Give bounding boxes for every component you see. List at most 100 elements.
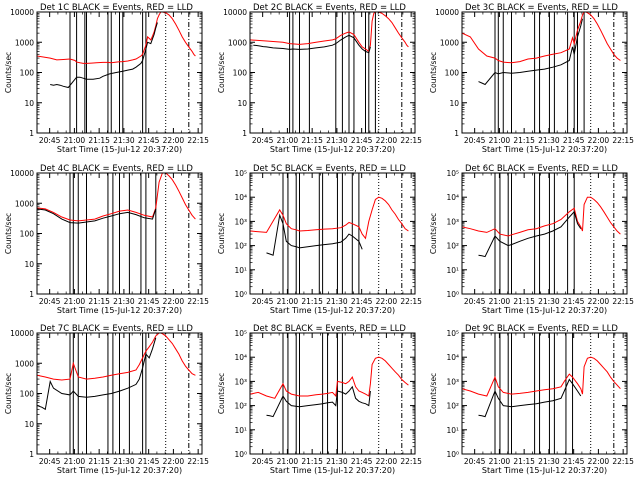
plot-area-det8 <box>250 333 409 454</box>
y-tick-label: 10² <box>446 402 459 411</box>
chart-panel-det3: Det 3C BLACK = Events, RED = LLD Counts/s… <box>429 3 634 154</box>
series-events-det6 <box>478 210 582 258</box>
y-axis-label-det9: Counts/sec <box>429 373 438 414</box>
x-tick-label: 22:15 <box>400 297 422 306</box>
x-tick-label: 22:15 <box>400 457 422 466</box>
plot-frame-det7 <box>36 332 203 455</box>
x-tick-label: 20:45 <box>252 457 274 466</box>
x-tick-label: 20:45 <box>39 457 61 466</box>
plot-area-det5 <box>250 173 409 294</box>
x-tick-label: 21:15 <box>88 136 110 145</box>
panel-title-det6: Det 6C BLACK = Events, RED = LLD <box>465 164 618 174</box>
y-tick-label: 10⁰ <box>234 290 247 299</box>
series-lld-det1 <box>37 12 196 64</box>
x-tick-label: 21:45 <box>351 297 373 306</box>
plot-frame-det3 <box>461 11 628 134</box>
y-axis-label-det8: Counts/sec <box>217 373 226 414</box>
x-axis-label-det4: Start Time (15-Jul-12 20:37:20) <box>57 306 182 315</box>
y-tick-label: 10² <box>446 242 459 251</box>
x-tick-label: 21:30 <box>326 457 348 466</box>
series-lld-det5 <box>250 196 409 240</box>
x-tick-label: 22:15 <box>400 136 422 145</box>
x-axis-label-det8: Start Time (15-Jul-12 20:37:20) <box>270 466 395 475</box>
y-tick-label: 10⁰ <box>234 450 247 459</box>
x-tick-label: 21:15 <box>513 136 535 145</box>
y-tick-label: 1000 <box>228 38 247 47</box>
x-tick-label: 22:00 <box>163 457 185 466</box>
y-axis-label-det4: Counts/sec <box>4 213 13 254</box>
x-tick-label: 21:15 <box>301 457 323 466</box>
y-tick-label: 10 <box>24 260 34 269</box>
x-tick-label: 22:00 <box>588 457 610 466</box>
x-tick-label: 20:45 <box>39 297 61 306</box>
x-tick-label: 21:00 <box>64 297 86 306</box>
x-axis-label-det5: Start Time (15-Jul-12 20:37:20) <box>270 306 395 315</box>
plot-area-det6 <box>462 173 621 294</box>
y-tick-label: 10⁴ <box>446 193 459 202</box>
plot-frame-det9 <box>461 332 628 455</box>
x-axis-label-det7: Start Time (15-Jul-12 20:37:20) <box>57 466 182 475</box>
x-axis-label-det9: Start Time (15-Jul-12 20:37:20) <box>482 466 607 475</box>
x-tick-label: 22:15 <box>187 297 209 306</box>
chart-panel-det4: Det 4C BLACK = Events, RED = LLD Counts/s… <box>4 164 209 315</box>
y-tick-label: 10³ <box>446 377 459 386</box>
plot-area-det1 <box>37 12 196 133</box>
chart-panel-det5: Det 5C BLACK = Events, RED = LLD Counts/s… <box>217 164 422 315</box>
panel-title-det9: Det 9C BLACK = Events, RED = LLD <box>465 324 618 334</box>
y-tick-label: 10 <box>24 420 34 429</box>
plot-area-det2 <box>250 12 409 133</box>
x-tick-label: 21:15 <box>513 297 535 306</box>
y-tick-label: 10⁵ <box>234 169 247 178</box>
panel-title-det4: Det 4C BLACK = Events, RED = LLD <box>40 164 193 174</box>
y-tick-label: 1000 <box>15 38 34 47</box>
y-tick-label: 10³ <box>234 217 247 226</box>
y-tick-label: 10⁵ <box>446 169 459 178</box>
x-tick-label: 22:00 <box>163 136 185 145</box>
x-tick-label: 21:30 <box>113 457 135 466</box>
x-tick-label: 22:15 <box>187 136 209 145</box>
y-tick-label: 100 <box>20 69 35 78</box>
y-tick-label: 10 <box>449 99 459 108</box>
series-events-det9 <box>478 378 582 418</box>
panel-title-det5: Det 5C BLACK = Events, RED = LLD <box>253 164 406 174</box>
x-tick-label: 21:00 <box>489 297 511 306</box>
y-tick-label: 10000 <box>10 169 34 178</box>
series-events-det4 <box>37 208 157 224</box>
plot-frame-det8 <box>249 332 416 455</box>
y-tick-label: 10¹ <box>446 426 459 435</box>
x-tick-label: 22:00 <box>588 297 610 306</box>
series-events-det8 <box>266 385 371 418</box>
y-axis-label-det1: Counts/sec <box>4 52 13 93</box>
series-events-det5 <box>266 213 363 256</box>
x-tick-label: 21:30 <box>326 136 348 145</box>
series-events-det3 <box>478 18 583 86</box>
chart-panel-det2: Det 2C BLACK = Events, RED = LLD Counts/s… <box>217 3 422 154</box>
series-events-det7 <box>37 337 157 411</box>
series-lld-det6 <box>462 196 621 237</box>
panel-title-det1: Det 1C BLACK = Events, RED = LLD <box>40 3 193 13</box>
x-tick-label: 21:30 <box>113 136 135 145</box>
y-tick-label: 1 <box>454 129 459 138</box>
panel-title-det7: Det 7C BLACK = Events, RED = LLD <box>40 324 193 334</box>
y-tick-label: 10² <box>234 242 247 251</box>
series-events-det1 <box>50 22 158 89</box>
plot-area-det3 <box>462 12 621 133</box>
plot-area-det9 <box>462 333 621 454</box>
x-tick-label: 21:45 <box>563 136 585 145</box>
x-tick-label: 21:00 <box>64 457 86 466</box>
x-tick-label: 21:30 <box>538 136 560 145</box>
x-tick-label: 21:30 <box>326 297 348 306</box>
x-tick-label: 22:15 <box>187 457 209 466</box>
x-tick-label: 20:45 <box>39 136 61 145</box>
y-tick-label: 10000 <box>435 8 459 17</box>
x-tick-label: 21:15 <box>88 297 110 306</box>
y-tick-label: 10 <box>237 99 247 108</box>
y-tick-label: 10 <box>24 99 34 108</box>
x-tick-label: 22:00 <box>376 136 398 145</box>
series-events-det2 <box>253 34 371 54</box>
chart-panel-det1: Det 1C BLACK = Events, RED = LLD Counts/s… <box>4 3 209 154</box>
x-tick-label: 20:45 <box>464 136 486 145</box>
y-tick-label: 1000 <box>440 38 459 47</box>
y-axis-label-det2: Counts/sec <box>217 52 226 93</box>
x-tick-label: 21:45 <box>138 297 160 306</box>
